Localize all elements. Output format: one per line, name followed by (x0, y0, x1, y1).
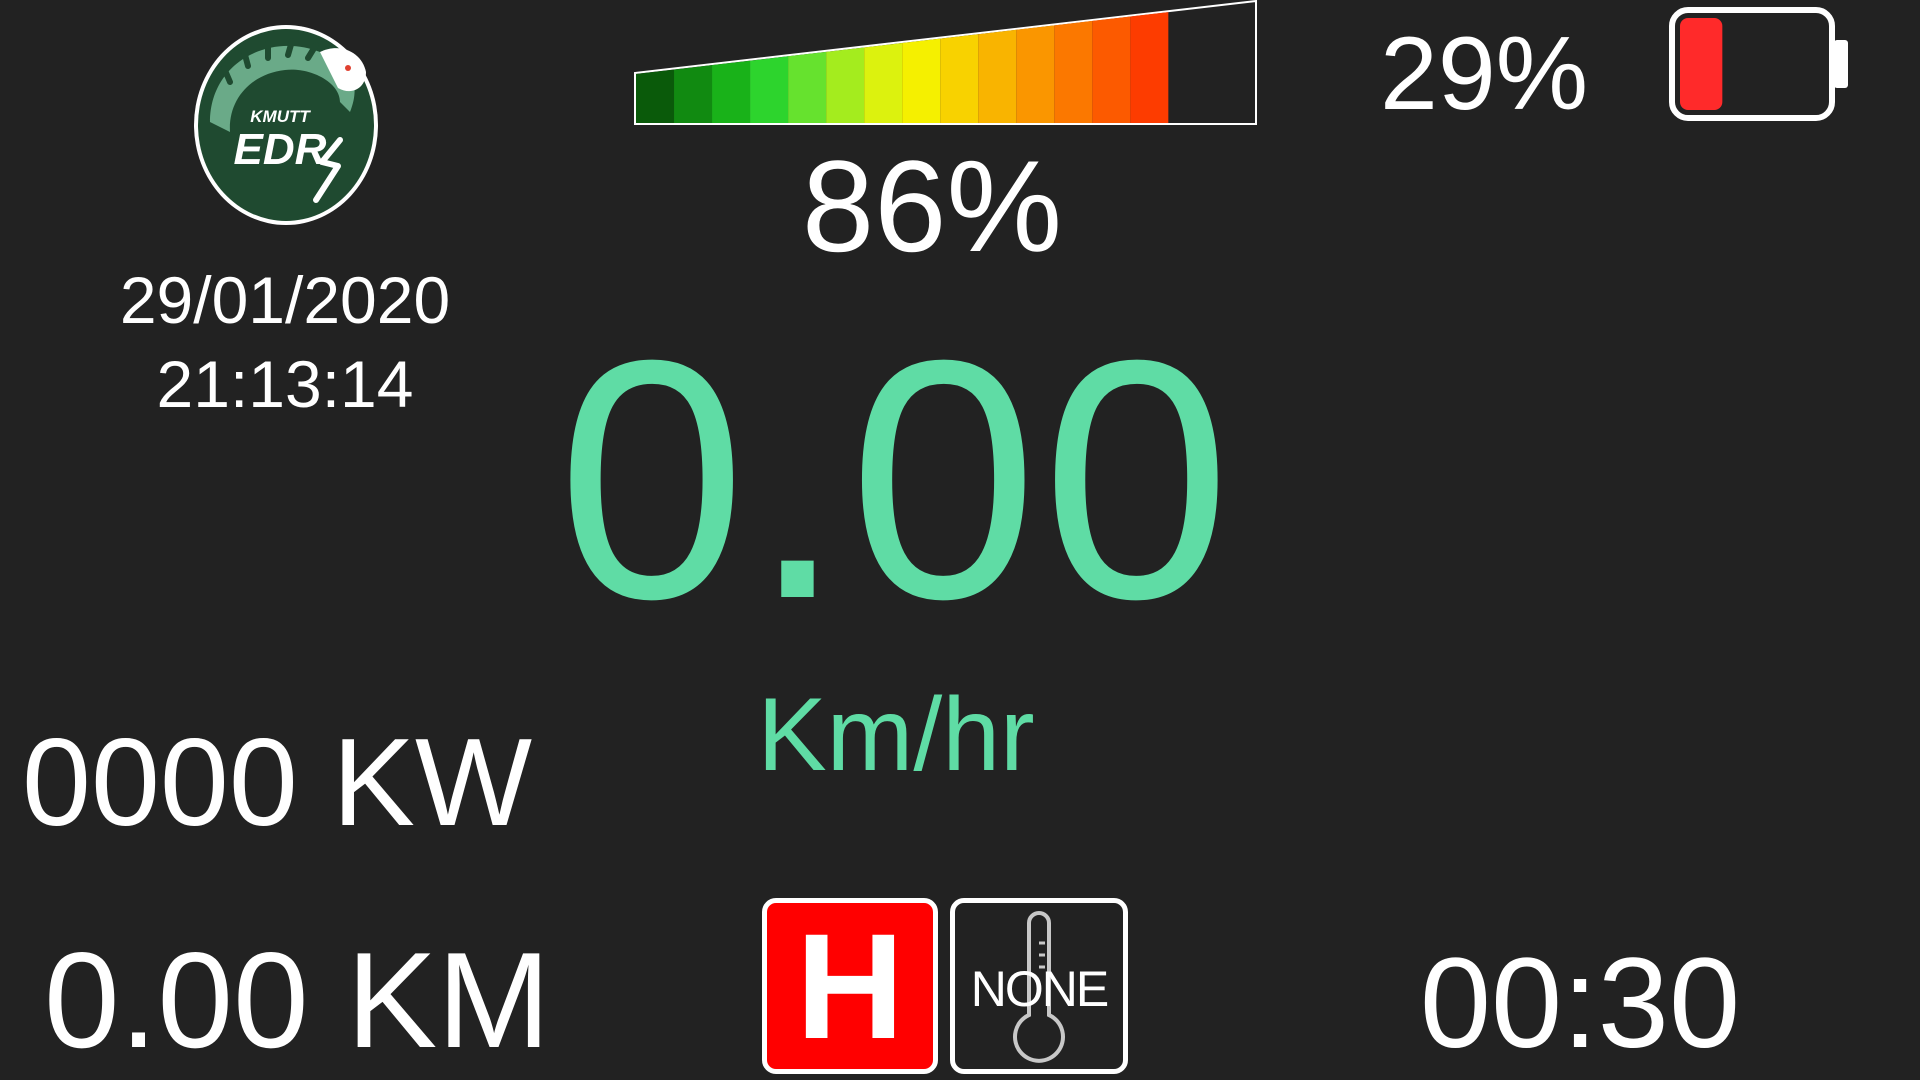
drive-mode-indicator: H (762, 898, 938, 1074)
throttle-segment (788, 51, 827, 124)
speed-value: 0.00 (557, 290, 1235, 670)
throttle-segment (902, 38, 941, 123)
throttle-segment (1054, 20, 1093, 124)
battery-fill (1680, 18, 1723, 110)
team-logo: KMUTT EDR (194, 25, 378, 225)
battery-icon (1669, 7, 1848, 121)
temperature-label: NONE (970, 961, 1109, 1017)
throttle-percent: 86% (801, 133, 1063, 279)
battery-percent: 29% (1380, 16, 1589, 132)
speed-unit: Km/hr (757, 677, 1035, 793)
throttle-segment (1016, 25, 1055, 123)
throttle-segment (674, 65, 713, 123)
distance-readout: 0.00 KM (44, 924, 551, 1076)
date-label: 29/01/2020 (119, 263, 451, 337)
datetime-display: 29/01/2020 21:13:14 (60, 258, 510, 426)
throttle-segment (636, 69, 675, 123)
temperature-indicator: NONE (950, 898, 1128, 1074)
throttle-segment (826, 47, 865, 123)
logo-top-text: KMUTT (250, 107, 311, 126)
time-label: 21:13:14 (156, 347, 414, 421)
throttle-gauge (634, 0, 1257, 125)
throttle-segment (712, 60, 751, 123)
thermometer-icon (1013, 911, 1065, 1063)
power-readout: 0000 KW (22, 714, 533, 852)
throttle-segment (978, 29, 1017, 123)
lap-timer: 00:30 (1419, 932, 1741, 1075)
logo-main-text: EDR (234, 125, 327, 174)
throttle-segment (1130, 12, 1169, 123)
throttle-segment (864, 43, 903, 123)
throttle-segment (940, 34, 979, 123)
throttle-segment (750, 56, 789, 123)
throttle-segment (1092, 16, 1131, 124)
